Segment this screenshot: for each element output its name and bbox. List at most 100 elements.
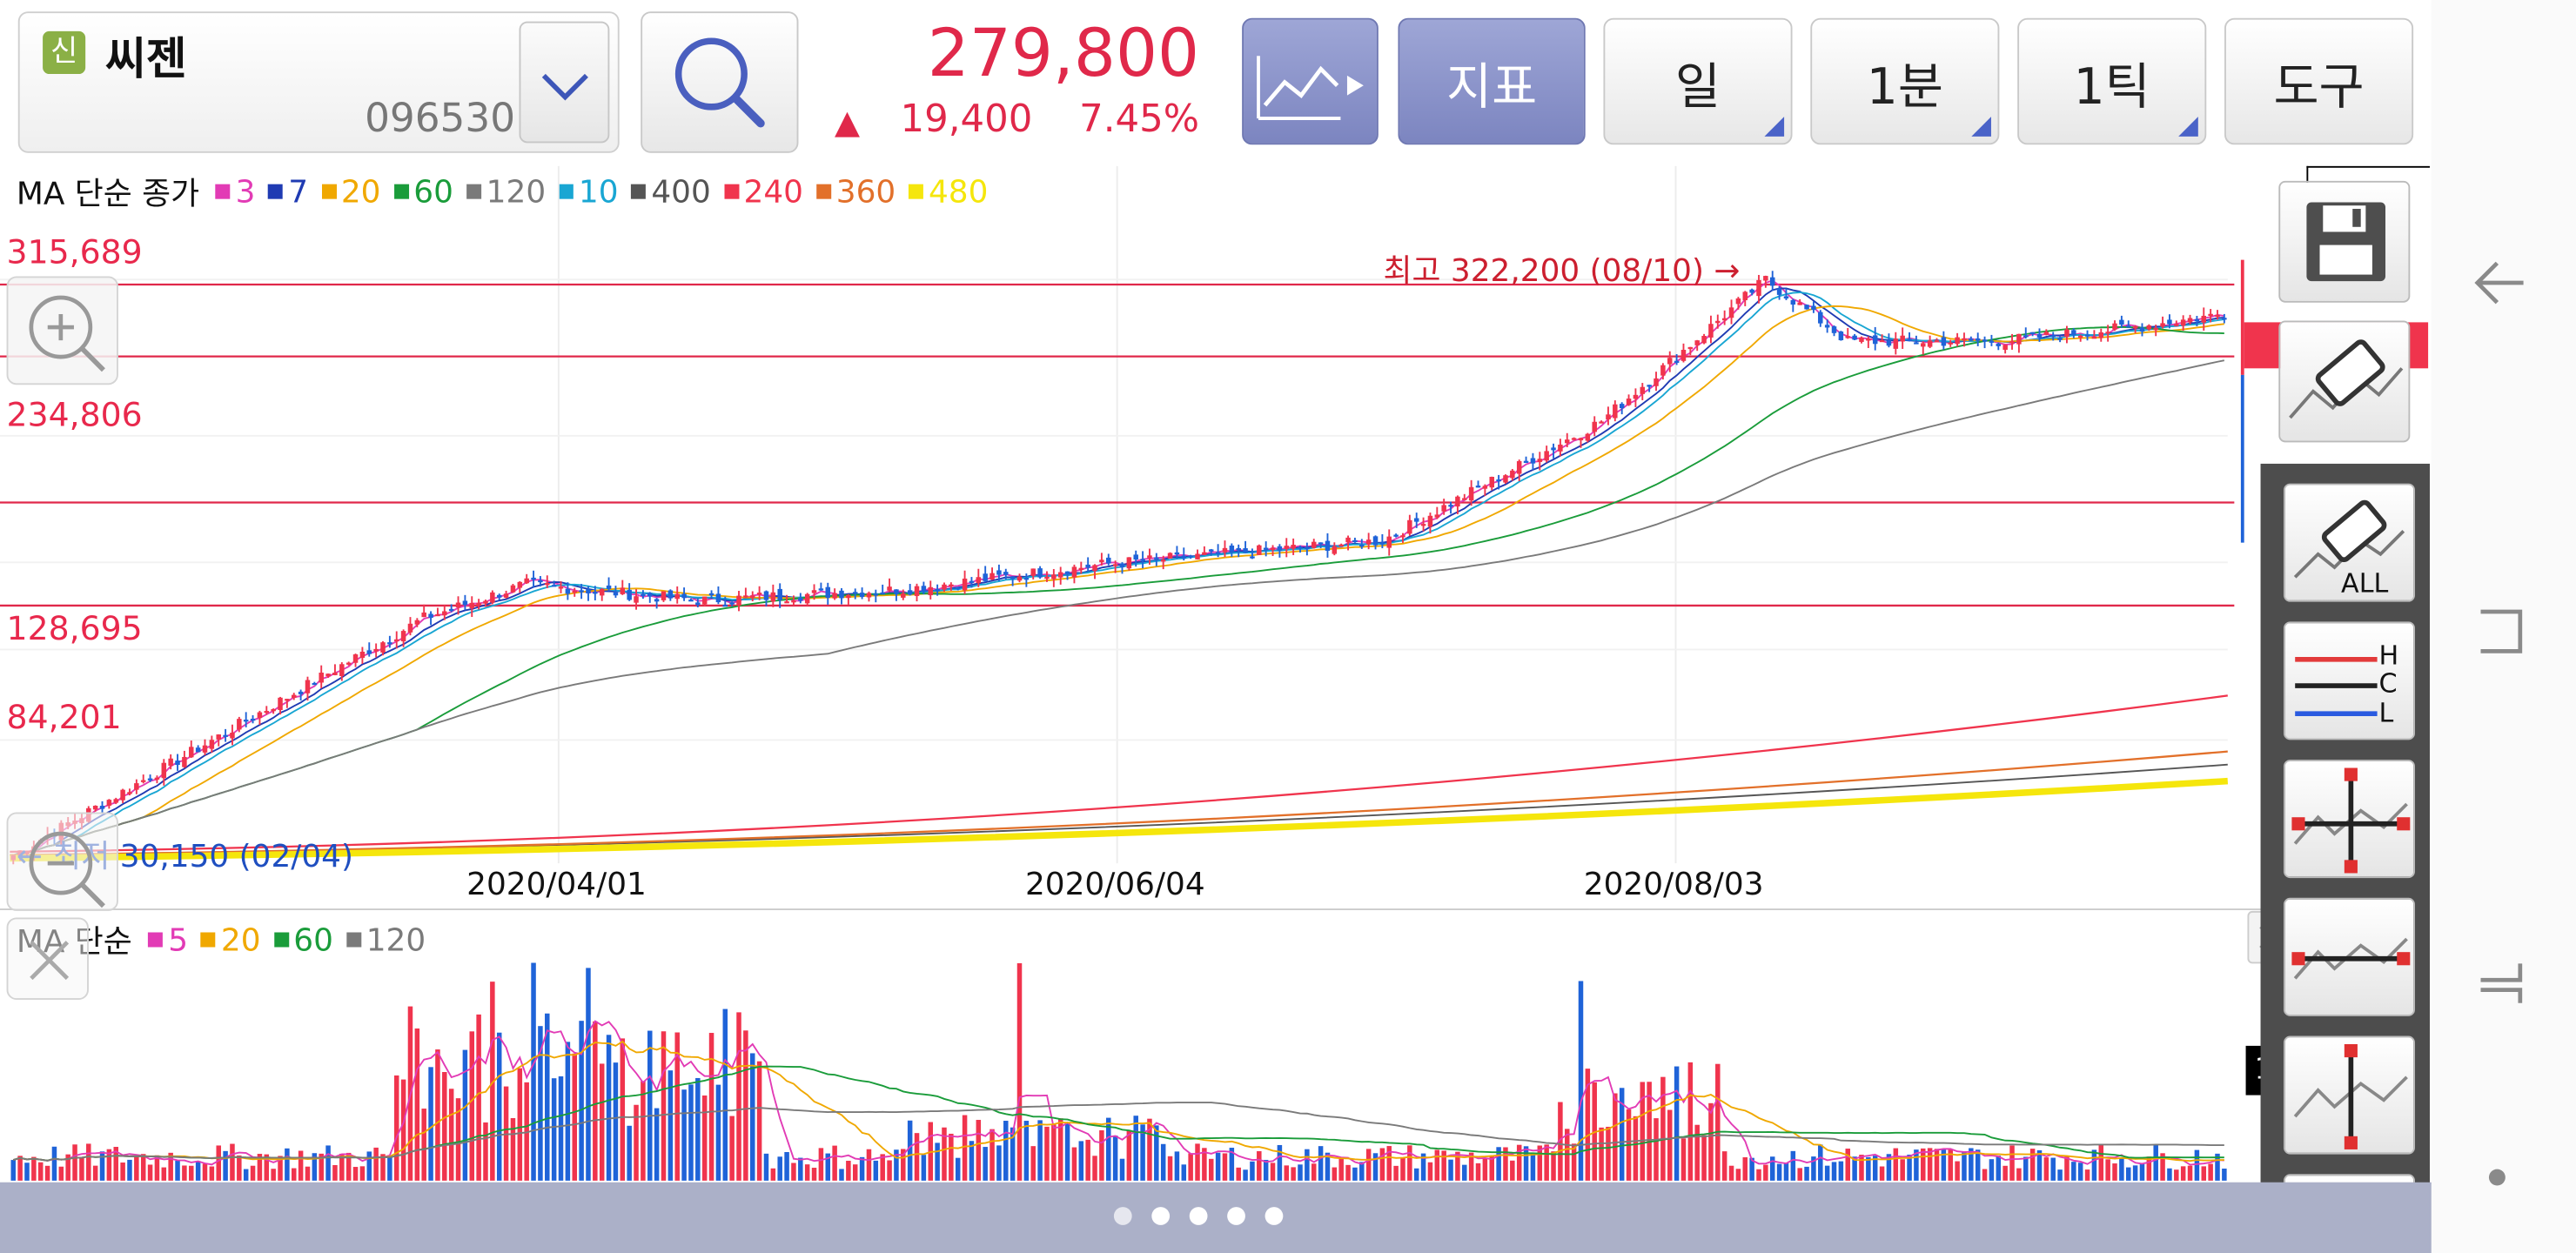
candle-body (1099, 559, 1104, 563)
volume-bar (345, 1152, 352, 1181)
volume-bar (1291, 1167, 1296, 1181)
candle-body (1783, 296, 1789, 299)
volume-bar (1996, 1156, 2002, 1181)
candle-body (1311, 541, 1317, 548)
period-tick-button[interactable]: 1틱 (2017, 17, 2207, 145)
candle-body (2160, 323, 2165, 327)
stock-dropdown-button[interactable] (519, 21, 610, 144)
zoom-out-button[interactable] (6, 812, 118, 911)
search-button[interactable] (641, 11, 799, 153)
home-icon[interactable] (2471, 954, 2530, 1013)
volume-bar (935, 1142, 940, 1181)
volume-bar (1413, 1168, 1419, 1181)
eraser-button[interactable] (2278, 320, 2411, 443)
volume-bar (2187, 1165, 2193, 1181)
page-dot[interactable] (1189, 1206, 1208, 1224)
volume-bar (319, 1153, 324, 1181)
candle-body (1934, 340, 1940, 343)
volume-bar (1496, 1147, 1501, 1181)
volume-bar (914, 1133, 920, 1181)
volume-bar (1687, 1062, 1694, 1181)
candle-body (182, 756, 187, 767)
volume-bar (1886, 1154, 1892, 1181)
volume-bar (1092, 1156, 1097, 1181)
volume-bar (2036, 1149, 2043, 1181)
tools-button[interactable]: 도구 (2224, 17, 2414, 145)
candle-body (2112, 323, 2117, 330)
stock-selector[interactable] (17, 11, 620, 153)
candle-body (1975, 338, 1981, 341)
indicator-button[interactable]: 지표 (1398, 17, 1586, 145)
volume-bar (380, 1154, 386, 1181)
candle-body (921, 586, 927, 593)
volume-bar (627, 1125, 632, 1181)
candle-body (1708, 324, 1714, 338)
volume-bar (230, 1143, 235, 1181)
volume-bar (654, 1108, 660, 1181)
candle-body (1523, 460, 1529, 463)
candle-body (1763, 276, 1768, 281)
period-minute-button[interactable]: 1분 (1810, 17, 2000, 145)
candle-body (1092, 565, 1097, 572)
candle-body (1140, 559, 1145, 561)
candle-body (1838, 332, 1844, 340)
volume-bar (2105, 1159, 2110, 1181)
page-dot[interactable] (1265, 1206, 1284, 1224)
close-pane-button[interactable] (6, 917, 89, 1000)
volume-bar (1229, 1148, 1235, 1181)
volume-bar (154, 1155, 160, 1181)
volume-bar (305, 1166, 311, 1181)
candle-body (1400, 535, 1405, 538)
candle-body (2208, 313, 2213, 317)
candle-body (1305, 546, 1310, 550)
page-indicator[interactable] (1104, 1203, 1293, 1226)
volume-bar (517, 1068, 523, 1181)
page-dot[interactable] (1113, 1206, 1132, 1224)
volume-bar (175, 1160, 180, 1181)
tools-label: 도구 (2273, 58, 2365, 117)
candle-body (955, 586, 961, 589)
candle-body (1660, 365, 1666, 376)
crosshair-tool-button[interactable] (2283, 760, 2415, 879)
back-icon[interactable] (2467, 250, 2533, 316)
page-dot[interactable] (1151, 1206, 1171, 1224)
candle-body (1379, 542, 1385, 545)
volume-bar (1140, 1124, 1145, 1181)
volume-bar (962, 1115, 968, 1181)
candle-body (983, 573, 988, 581)
period-daily-button[interactable]: 일 (1603, 17, 1793, 145)
volume-bar (400, 1079, 406, 1181)
ma-line (12, 325, 2224, 856)
candle-body (593, 592, 598, 594)
candle-body (1640, 386, 1646, 394)
volume-bar (880, 1154, 885, 1181)
line-chart-icon (1256, 55, 1363, 120)
candle-body (168, 758, 173, 767)
horizontal-line-button[interactable] (2283, 897, 2415, 1016)
volume-bar (496, 1032, 502, 1181)
erase-all-button[interactable]: ALL (2283, 483, 2415, 602)
chart-type-button[interactable] (1242, 17, 1379, 145)
save-button[interactable] (2278, 180, 2411, 303)
hcl-lines-button[interactable]: H C L (2283, 621, 2415, 740)
volume-bar (414, 1028, 420, 1181)
candle-body (674, 593, 680, 600)
volume-bar (58, 1166, 64, 1181)
candle-body (2057, 338, 2063, 340)
current-price: 279,800 (927, 16, 1200, 92)
candle-body (1489, 476, 1494, 488)
candle-body (756, 593, 762, 595)
vertical-line-button[interactable] (2283, 1035, 2415, 1155)
recent-apps-icon[interactable] (2471, 602, 2530, 661)
volume-bar (1305, 1149, 1310, 1181)
zoom-in-button[interactable] (6, 276, 118, 385)
volume-bar (1927, 1148, 1933, 1181)
volume-bar (1037, 1120, 1043, 1181)
volume-legend-items: 5 20 60 120 (136, 921, 426, 958)
volume-bar (1277, 1144, 1283, 1181)
volume-bar (1804, 1166, 1809, 1181)
page-dot[interactable] (1227, 1206, 1245, 1224)
candle-body (2098, 332, 2104, 338)
volume-bar (1181, 1164, 1187, 1181)
